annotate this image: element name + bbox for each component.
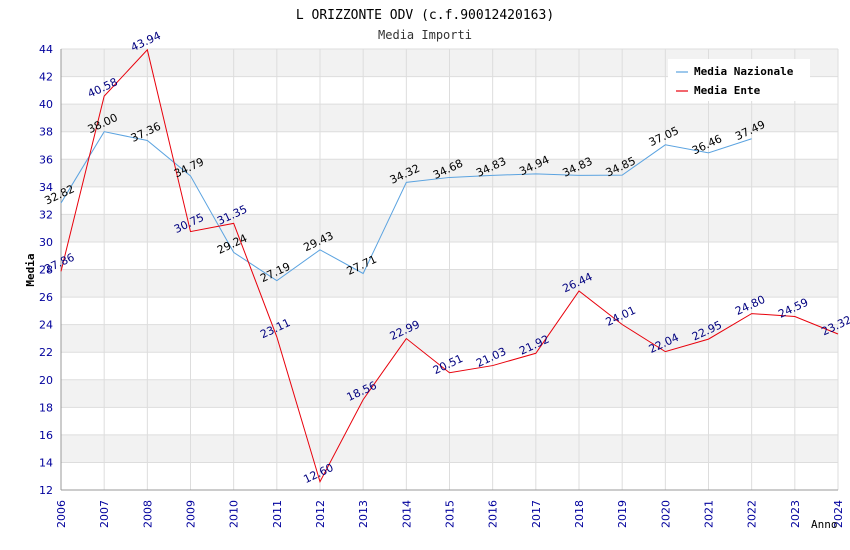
x-tick-label: 2012	[314, 500, 327, 528]
y-tick-label: 30	[39, 236, 53, 249]
x-tick-label: 2008	[141, 500, 154, 528]
x-tick-label: 2006	[55, 500, 68, 528]
series-line-ente	[60, 48, 839, 484]
x-tick-label: 2019	[616, 500, 629, 528]
x-tick-label: 2014	[400, 500, 413, 528]
legend: Media Nazionale Media Ente	[668, 59, 810, 101]
legend-label-ente: Media Ente	[694, 84, 761, 97]
x-tick-label: 2016	[487, 500, 500, 528]
legend-label-nazionale: Media Nazionale	[694, 65, 794, 78]
y-tick-label: 36	[39, 153, 53, 166]
x-axis-label: Anno	[811, 518, 838, 531]
y-tick-label: 34	[39, 181, 53, 194]
series-lines	[60, 48, 839, 484]
x-tick-label: 2011	[271, 500, 284, 528]
x-tick-label: 2018	[573, 500, 586, 528]
x-tick-label: 2021	[703, 500, 716, 528]
x-tick-labels: 2006 2007 2008 2009 2010 2011 2012 2013 2014 2015…	[55, 500, 845, 528]
x-tick-label: 2009	[185, 500, 198, 528]
x-tick-label: 2024	[832, 500, 845, 528]
chart-title: L ORIZZONTE ODV (c.f.90012420163)	[296, 8, 554, 23]
grid-lines	[60, 48, 839, 491]
y-tick-label: 26	[39, 291, 53, 304]
y-tick-label: 18	[39, 401, 53, 414]
y-tick-label: 14	[39, 456, 53, 469]
y-tick-label: 24	[39, 319, 53, 332]
x-tick-label: 2007	[98, 500, 111, 528]
x-tick-label: 2023	[789, 500, 802, 528]
x-tick-label: 2017	[530, 500, 543, 528]
y-tick-label: 40	[39, 98, 53, 111]
x-tick-label: 2015	[444, 500, 457, 528]
y-tick-labels: 12 14 16 18 20 22 24 26 28 30 32 34 36 38 40 42 44	[39, 43, 53, 497]
y-axis-label: Media	[24, 253, 37, 286]
y-tick-label: 38	[39, 126, 53, 139]
y-tick-label: 32	[39, 208, 53, 221]
x-tick-label: 2013	[357, 500, 370, 528]
y-tick-label: 12	[39, 484, 53, 497]
x-tick-label: 2020	[659, 500, 672, 528]
y-tick-label: 20	[39, 374, 53, 387]
y-tick-label: 22	[39, 346, 53, 359]
x-tick-label: 2010	[228, 500, 241, 528]
x-tick-label: 2022	[746, 500, 759, 528]
y-tick-label: 16	[39, 429, 53, 442]
y-tick-label: 44	[39, 43, 53, 56]
series-line-nazionale	[60, 131, 752, 282]
y-tick-label: 28	[39, 264, 53, 277]
y-tick-label: 42	[39, 71, 53, 84]
chart-subtitle: Media Importi	[378, 28, 472, 42]
